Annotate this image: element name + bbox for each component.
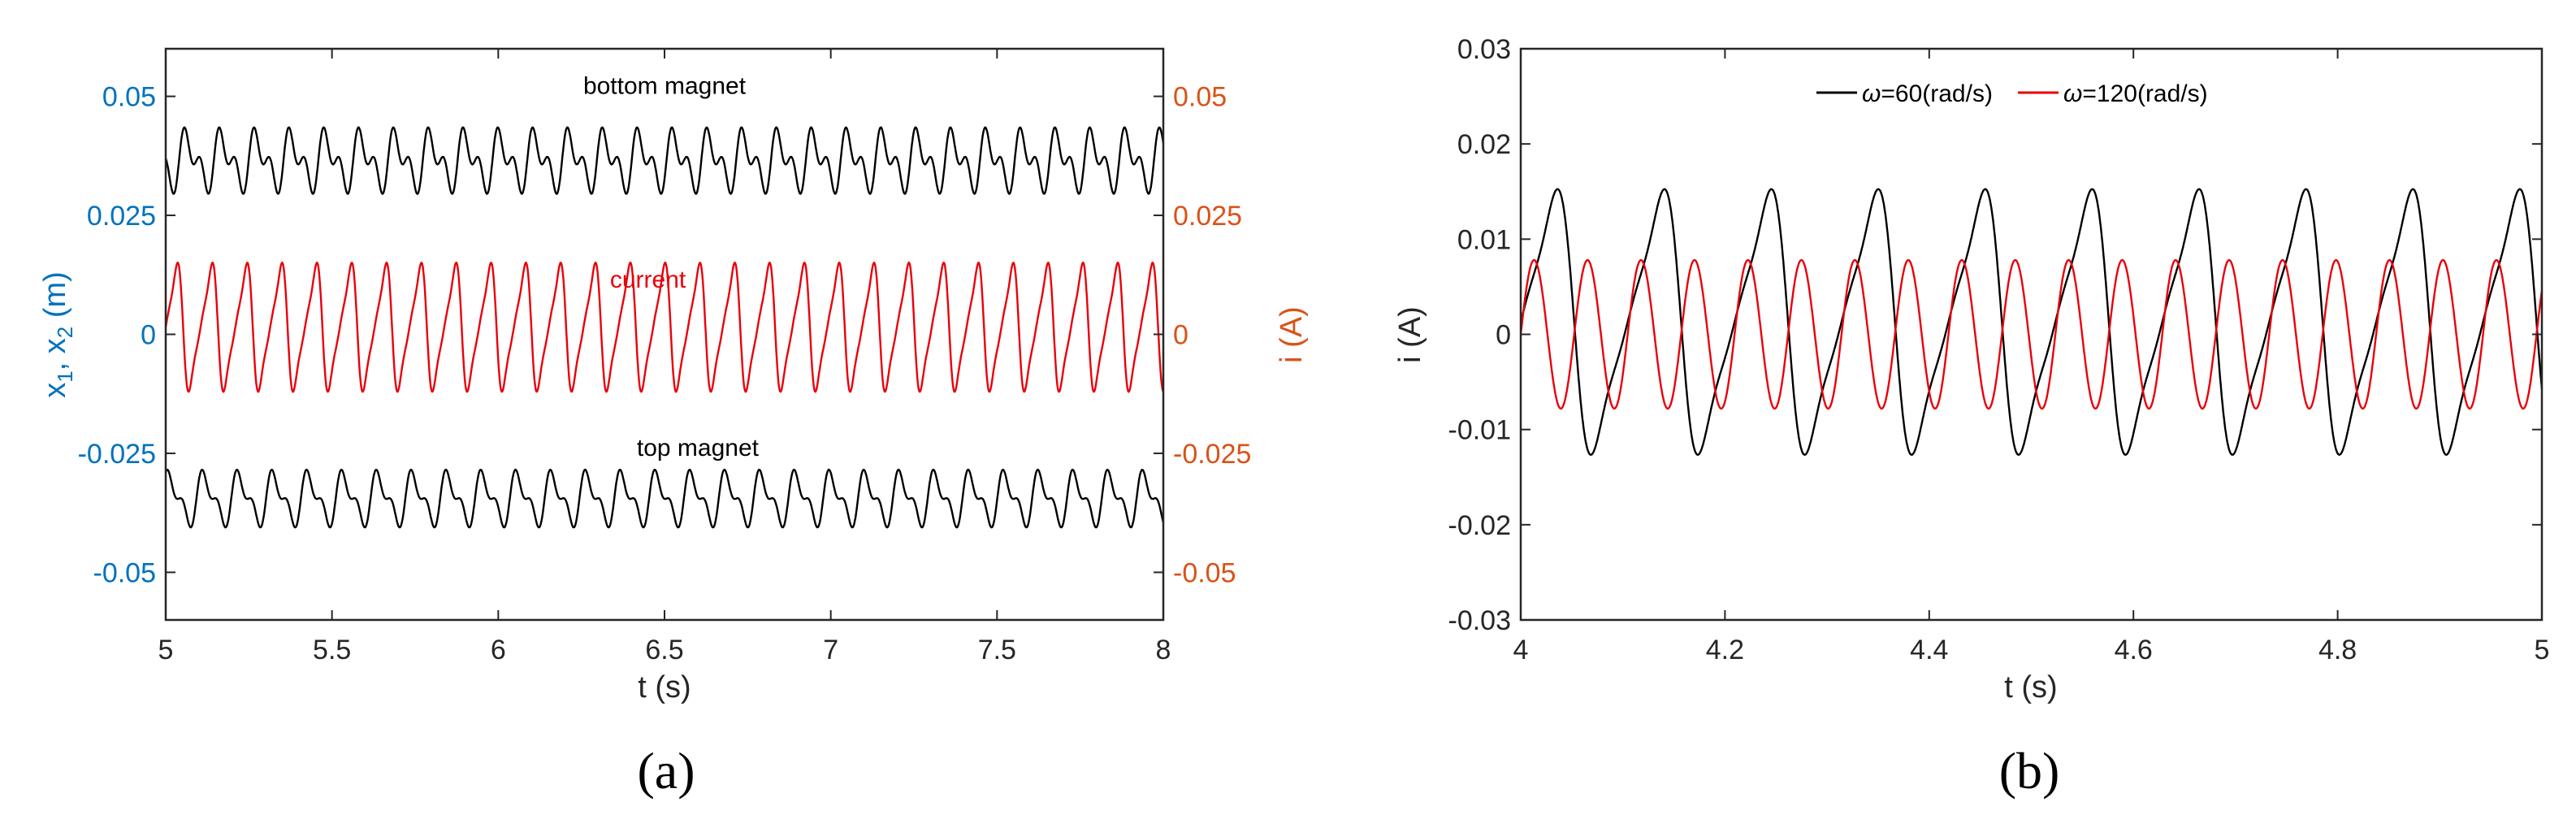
- y-tick-label: 0.025: [87, 201, 156, 232]
- panel-a-left-y-ticks: 0.05 0.025 0 -0.025 -0.05: [78, 82, 175, 588]
- x-tick-label: 4.4: [1910, 635, 1948, 665]
- y-tick-label: 0: [141, 320, 156, 351]
- y-tick-label: 0.01: [1457, 224, 1511, 255]
- series-line-0: [164, 126, 1165, 195]
- panel-a-left-y-axis-label: x1, x2 (m): [38, 271, 77, 398]
- y-tick-label: 0.05: [1173, 82, 1227, 113]
- panel-b-label: (b): [1999, 742, 2060, 800]
- series-line-2: [164, 468, 1165, 529]
- panel-b-y-axis-label: i (A): [1393, 306, 1427, 363]
- y-tick-label: 0.03: [1457, 34, 1511, 65]
- legend-text-60: =60(rad/s): [1881, 80, 1993, 107]
- panel-b-x-axis-label: t (s): [2004, 670, 2057, 704]
- panel-b-chart: 4 4.2 4.4 4.6 4.8 5 0.03 0.02 0.01 0 -0.01 -0.02 -0…: [1393, 34, 2549, 800]
- x-tick-label: 8: [1156, 635, 1171, 665]
- legend-omega-symbol-120: ω: [2063, 80, 2082, 107]
- annotation-label: current: [610, 266, 686, 293]
- y-tick-label: 0.05: [102, 82, 156, 113]
- y-tick-label: 0.02: [1457, 129, 1511, 160]
- y-tick-label: -0.01: [1448, 415, 1512, 446]
- x-tick-label: 4.2: [1706, 635, 1744, 665]
- x-tick-label: 7: [823, 635, 838, 665]
- y-tick-label: -0.025: [78, 439, 156, 470]
- y-tick-label: 0: [1173, 320, 1188, 351]
- series-line-0: [1519, 188, 2544, 456]
- x-tick-label: 6: [491, 635, 506, 665]
- x-tick-label: 4: [1513, 635, 1529, 665]
- panel-a-plot-frame: [164, 47, 1165, 622]
- panel-b-y-ticks: 0.03 0.02 0.01 0 -0.01 -0.02 -0.03: [1448, 34, 2542, 636]
- legend-omega-symbol-60: ω: [1862, 80, 1881, 107]
- x-tick-label: 5.5: [313, 635, 351, 665]
- x-tick-label: 5: [2535, 635, 2550, 665]
- panel-a-label: (a): [637, 742, 695, 800]
- y-tick-label: -0.025: [1173, 439, 1251, 470]
- x-tick-label: 4.8: [2318, 635, 2357, 665]
- annotation-label: bottom magnet: [583, 73, 747, 100]
- x-tick-label: 7.5: [978, 635, 1016, 665]
- y-label-part-x2: , x: [38, 338, 72, 370]
- y-tick-label: 0: [1496, 320, 1511, 351]
- y-tick-label: 0.025: [1173, 201, 1242, 232]
- panel-a-annotations: bottom magnet current top magnet: [583, 73, 760, 462]
- panel-a-right-y-axis-label: i (A): [1275, 306, 1309, 363]
- x-tick-label: 6.5: [645, 635, 683, 665]
- legend-text-120: =120(rad/s): [2082, 80, 2207, 107]
- series-line-1: [1519, 258, 2544, 410]
- legend-entry-omega-120: ω=120(rad/s): [2063, 80, 2208, 107]
- panel-a-series-layer: [164, 126, 1165, 529]
- y-label-sub-1: 1: [53, 370, 77, 382]
- y-label-part-x: x: [38, 383, 72, 398]
- panel-a-right-y-ticks: 0.05 0.025 0 -0.025 -0.05: [1154, 82, 1251, 588]
- y-tick-label: -0.05: [93, 557, 157, 588]
- y-tick-label: -0.02: [1448, 510, 1512, 541]
- panel-a-x-axis-label: t (s): [638, 670, 691, 704]
- panel-a-x-ticks: 5 5.5 6 6.5 7 7.5 8: [158, 49, 1171, 665]
- y-tick-label: -0.05: [1173, 557, 1236, 588]
- panel-b-series-layer: [1519, 188, 2544, 456]
- x-tick-label: 5: [158, 635, 174, 665]
- panel-b-legend: ω=60(rad/s) ω=120(rad/s): [1816, 80, 2208, 107]
- x-tick-label: 4.6: [2115, 635, 2153, 665]
- series-line-1: [164, 261, 1165, 393]
- panel-b-x-ticks: 4 4.2 4.4 4.6 4.8 5: [1513, 49, 2550, 665]
- panel-b-plot-frame: [1519, 47, 2544, 622]
- y-label-sub-2: 2: [53, 327, 77, 338]
- legend-entry-omega-60: ω=60(rad/s): [1862, 80, 1993, 107]
- y-tick-label: -0.03: [1448, 605, 1512, 636]
- annotation-label: top magnet: [637, 435, 760, 462]
- panel-a-chart: 5 5.5 6 6.5 7 7.5 8 0.05 0.025 0 -0.025 -0.05 0.05…: [38, 47, 1309, 800]
- y-label-part-unit: (m): [38, 271, 72, 327]
